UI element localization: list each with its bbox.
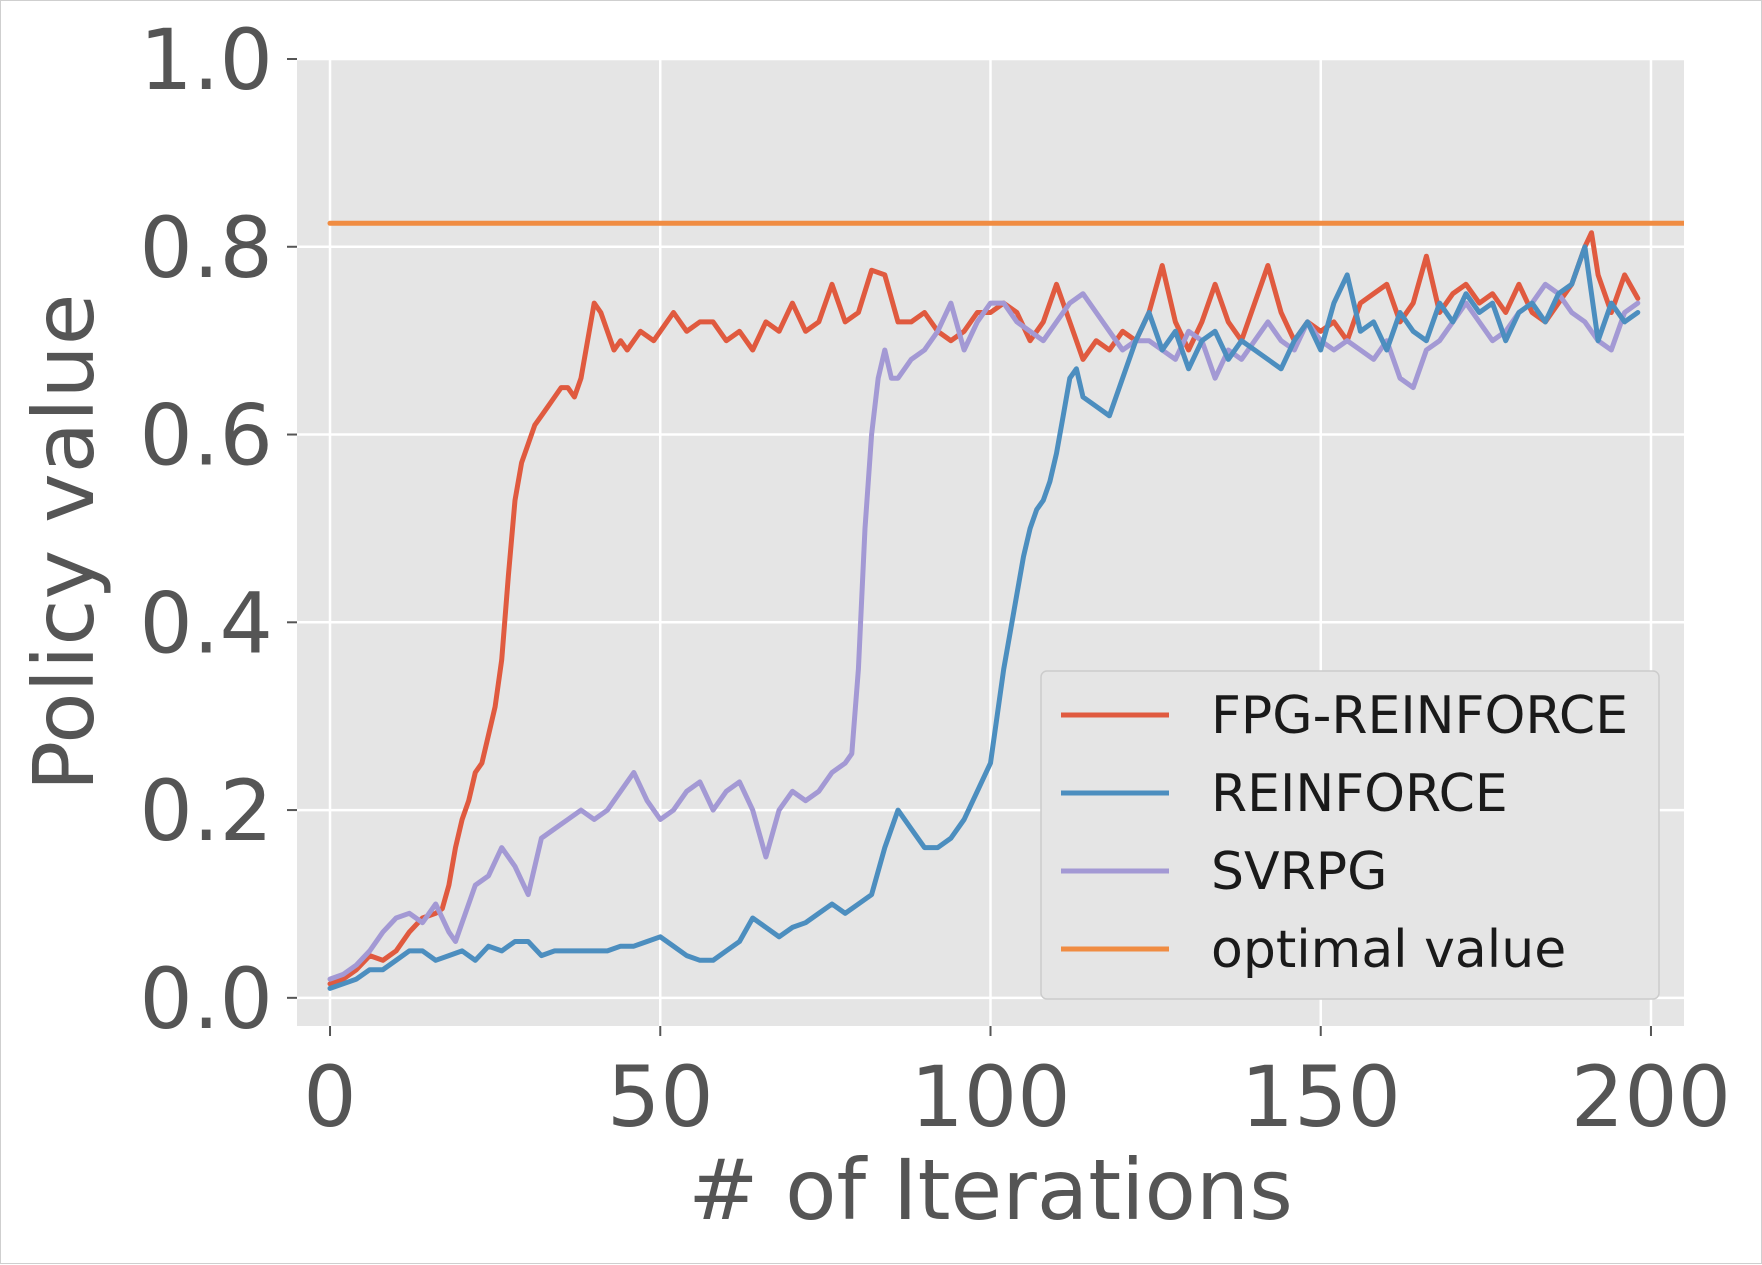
y-tick-label: 0.2 (139, 762, 273, 860)
legend-label: REINFORCE (1211, 764, 1508, 824)
x-axis-label: # of Iterations (688, 1141, 1293, 1239)
axis-ticks: 0 50 100 150 200 0.0 0.2 0.4 0.6 0.8 1.0 (139, 11, 1731, 1146)
x-tick-label: 50 (607, 1048, 714, 1146)
x-tick-label: 0 (303, 1048, 356, 1146)
legend-label: SVRPG (1211, 842, 1387, 902)
legend-box (1040, 670, 1660, 1000)
legend: FPG-REINFORCE REINFORCE SVRPG optimal value (1040, 670, 1660, 1000)
x-tick-label: 100 (910, 1048, 1070, 1146)
y-tick-label: 0.0 (139, 950, 273, 1048)
x-tick-label: 200 (1571, 1048, 1731, 1146)
y-tick-label: 0.8 (139, 199, 273, 297)
legend-label: optimal value (1211, 920, 1566, 980)
y-axis-label: Policy value (15, 294, 113, 792)
x-tick-label: 150 (1241, 1048, 1401, 1146)
series-lines (327, 220, 1684, 991)
y-tick-label: 1.0 (139, 11, 273, 109)
series-line-svrpg (327, 281, 1641, 982)
legend-label: FPG-REINFORCE (1211, 686, 1628, 746)
series-line-reinforce (327, 244, 1641, 991)
y-tick-label: 0.6 (139, 387, 273, 485)
grid-lines (297, 57, 1684, 1026)
y-tick-label: 0.4 (139, 574, 273, 672)
